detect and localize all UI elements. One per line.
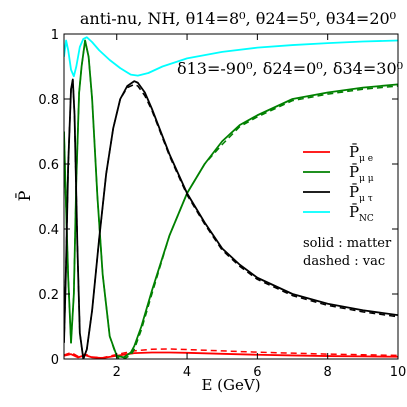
x-tick-label: 6 (253, 365, 261, 380)
chart-title: anti-nu, NH, θ14=8⁰, θ24=5⁰, θ34=20⁰ (80, 9, 396, 28)
x-axis-label: E (GeV) (201, 376, 260, 394)
y-tick-label: 0.6 (38, 158, 59, 173)
legend-subscript: μ τ (359, 194, 373, 204)
note-solid: solid : matter (303, 236, 392, 251)
series-mu-mu-solid (64, 39, 398, 359)
plot-frame (63, 33, 399, 360)
x-tick-label: 2 (113, 365, 121, 380)
y-tick-label: 1 (51, 28, 59, 43)
y-tick-label: 0.4 (38, 223, 59, 238)
chart-subtitle: δ13=-90⁰, δ24=0⁰, δ34=30⁰ (177, 59, 403, 78)
series-NC-solid (64, 36, 398, 78)
y-tick-label: 0.2 (38, 288, 59, 303)
legend-label: P̄ (349, 203, 359, 221)
x-tick-label: 10 (390, 365, 407, 380)
legend-subscript: μ μ (359, 174, 374, 184)
legend-subscript: NC (359, 214, 374, 224)
legend-label: P̄ (349, 183, 359, 201)
y-tick-label: 0 (51, 353, 59, 368)
legend-label: P̄ (349, 163, 359, 181)
series-mu-tau-dashed (64, 78, 398, 359)
legend-subscript: μ e (359, 154, 373, 164)
x-tick-label: 4 (183, 365, 191, 380)
y-axis-label: P̄ (13, 190, 34, 201)
note-dashed: dashed : vac (303, 254, 385, 269)
series-mu-mu-dashed (64, 39, 398, 359)
x-tick-label: 8 (324, 365, 332, 380)
y-tick-label: 0.8 (38, 93, 59, 108)
legend-label: P̄ (349, 143, 359, 161)
